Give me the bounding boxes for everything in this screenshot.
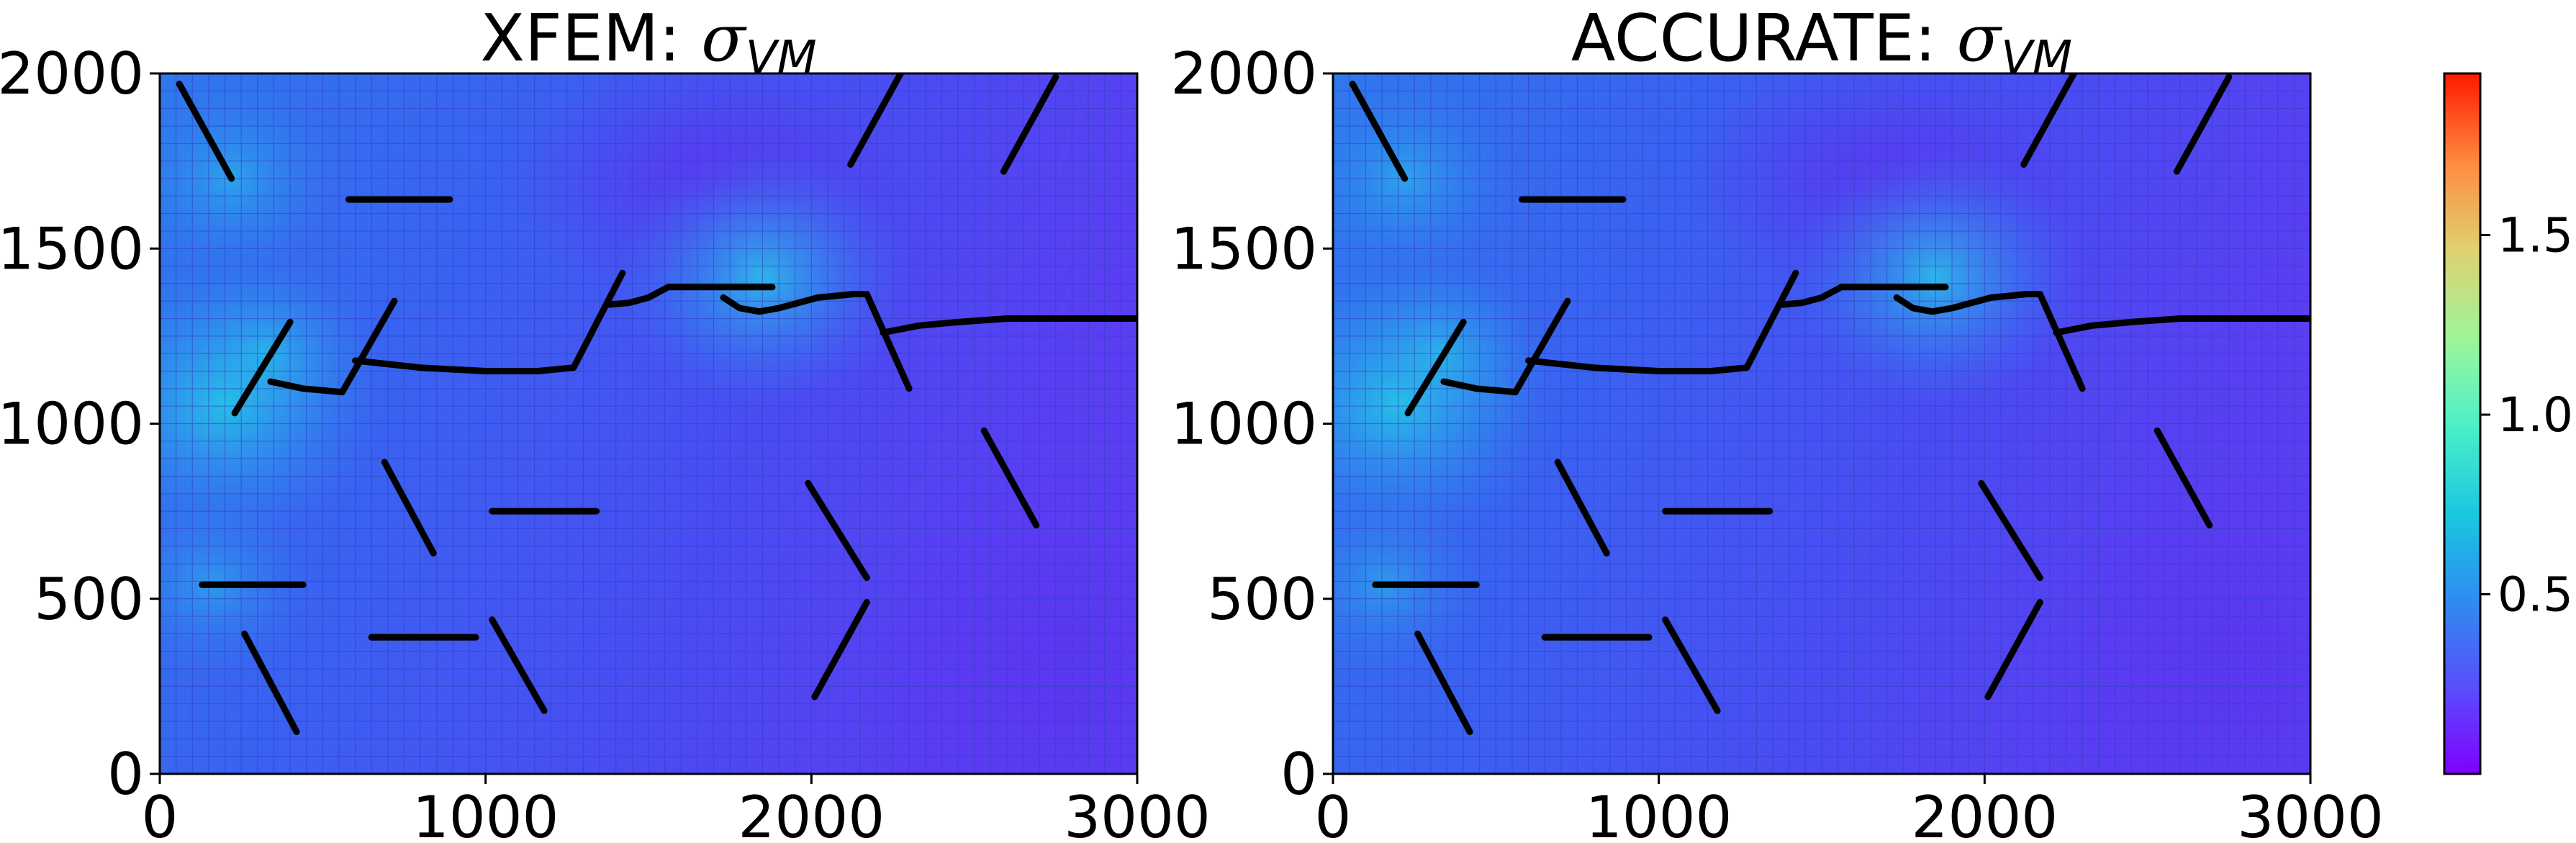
x-tick-label: 0	[1315, 784, 1352, 843]
crack-line	[2053, 315, 2310, 336]
cracks	[1349, 73, 2310, 736]
crack-line	[267, 378, 345, 396]
chart-title-text: ACCURATE:	[1571, 1, 1957, 76]
y-tick-label: 1500	[0, 215, 144, 282]
stress-field	[160, 73, 1137, 774]
chart-title: ACCURATE: σVM	[1571, 1, 2072, 85]
chart-title-symbol: σ	[701, 1, 747, 76]
colorbar-gradient	[2443, 72, 2482, 775]
chart-title: XFEM: σVM	[480, 1, 816, 85]
low-stress-zone	[841, 453, 1137, 774]
crack-line	[1000, 73, 1059, 175]
crack-line	[231, 318, 294, 417]
crack-line	[805, 479, 870, 582]
y-tick-label: 2000	[1170, 40, 1317, 107]
mesh-grid	[160, 73, 1137, 774]
crack-line	[1414, 630, 1473, 736]
crack-line	[1779, 284, 1949, 308]
crack-line	[1662, 616, 1721, 714]
colorbar: 0.5 1.0 1.5	[2443, 72, 2573, 775]
crack-line	[2154, 427, 2213, 529]
y-tick-label: 500	[34, 566, 144, 633]
crack-line	[489, 616, 548, 714]
crack-line	[176, 81, 235, 182]
crack-line	[1554, 459, 1610, 556]
x-tick-label: 1000	[1586, 784, 1732, 843]
y-tick-label: 500	[1207, 566, 1317, 633]
crack-line	[1349, 81, 1409, 182]
crack-line	[2036, 291, 2086, 392]
chart-title-symbol: σ	[1957, 1, 2003, 76]
y-tick-label: 1000	[0, 391, 144, 458]
cracks	[176, 73, 1137, 736]
crack-line	[570, 269, 626, 371]
crack-line	[880, 315, 1137, 336]
crack-line	[1525, 357, 1750, 374]
chart-title-subscript: VM	[746, 32, 817, 85]
y-tick-label: 1000	[1170, 391, 1317, 458]
crack-line	[241, 630, 300, 736]
crack-line	[847, 73, 905, 168]
crack-line	[1893, 291, 2041, 315]
x-tick-label: 2000	[1912, 784, 2058, 843]
crack-line	[720, 291, 867, 315]
colorbar-tick-label: 1.0	[2498, 387, 2573, 443]
crack-line	[811, 599, 870, 700]
crack-line	[352, 357, 577, 374]
crack-line	[980, 427, 1040, 529]
low-stress-zone	[2015, 453, 2310, 774]
heatmap-panel-1: 0 1000 2000 3000 0 500 1000 1500 2000 XFEM: σVM	[0, 1, 1211, 843]
x-tick-label: 2000	[738, 784, 885, 843]
stress-field	[1333, 73, 2310, 774]
crack-line	[1512, 297, 1571, 396]
x-tick-label: 3000	[2237, 784, 2384, 843]
crack-line	[606, 284, 776, 308]
crack-line	[1743, 269, 1799, 371]
chart-title-text: XFEM:	[480, 1, 701, 76]
crack-line	[1404, 318, 1467, 417]
y-tick-label: 1500	[1170, 215, 1317, 282]
x-tick-label: 0	[142, 784, 178, 843]
crack-line	[1440, 378, 1519, 396]
mesh-grid	[1333, 73, 2310, 774]
crack-line	[1984, 599, 2043, 700]
colorbar-tick-label: 0.5	[2498, 567, 2573, 623]
crack-line	[863, 291, 913, 392]
y-tick-label: 0	[107, 741, 144, 808]
heatmap-panel-2: 0 1000 2000 3000 0 500 1000 1500 2000 ACCURATE: σ…	[1170, 1, 2384, 843]
crack-line	[339, 297, 398, 396]
y-tick-label: 2000	[0, 40, 144, 107]
colorbar-tick-label: 1.5	[2498, 208, 2573, 263]
x-tick-label: 3000	[1064, 784, 1211, 843]
crack-line	[2173, 73, 2233, 175]
chart-title-subscript: VM	[2001, 32, 2072, 85]
crack-line	[381, 459, 437, 556]
crack-line	[2020, 73, 2078, 168]
y-tick-label: 0	[1280, 741, 1317, 808]
crack-line	[1978, 479, 2043, 582]
x-tick-label: 1000	[412, 784, 559, 843]
